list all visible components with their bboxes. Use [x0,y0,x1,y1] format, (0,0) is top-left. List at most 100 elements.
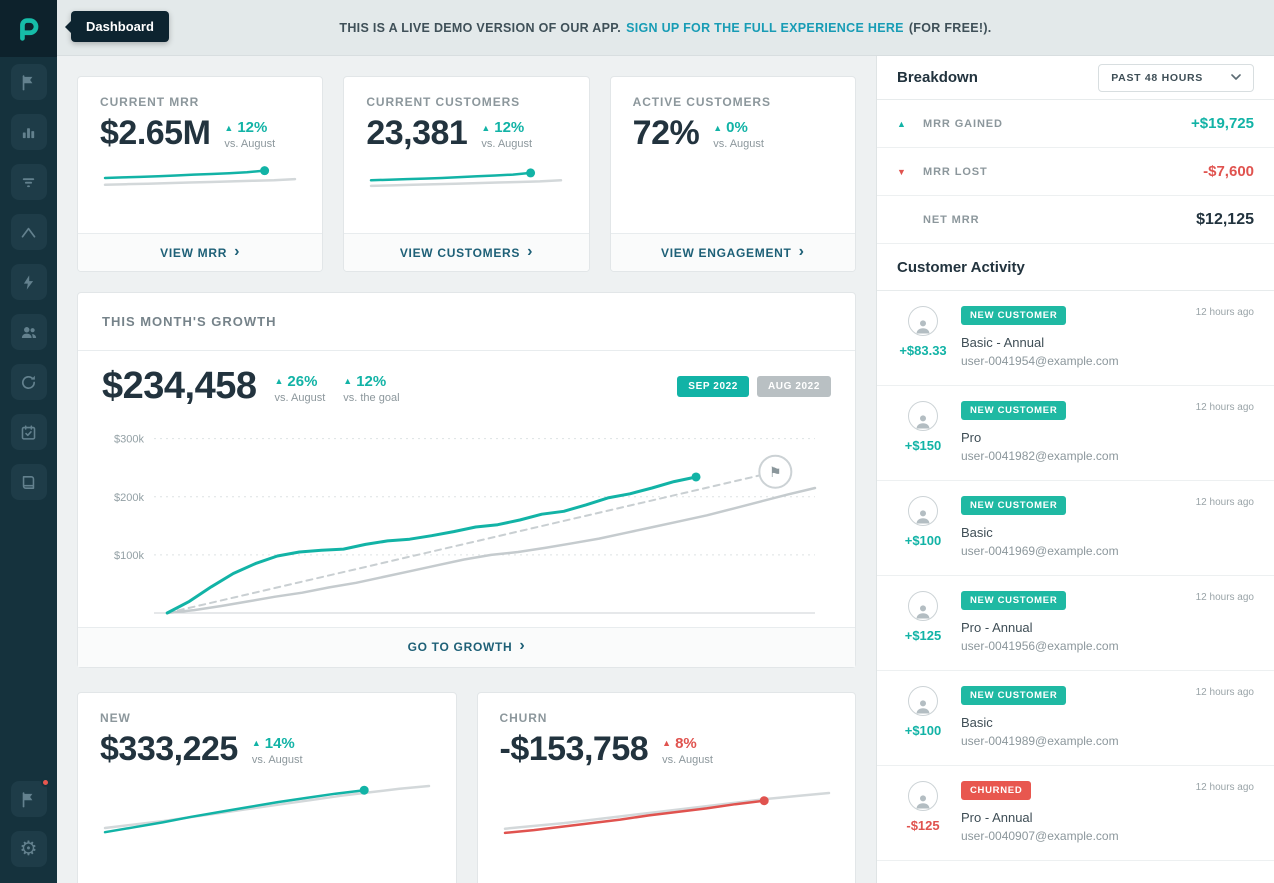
delta-up-icon: ▲ [713,122,723,133]
avatar [908,496,938,526]
legend-chip-aug[interactable]: AUG 2022 [756,376,831,398]
legend-chip-sep[interactable]: SEP 2022 [677,376,749,398]
sidebar-item-trials[interactable] [10,414,47,450]
value-row: 72% ▲ 0% vs. August [633,115,833,152]
sidebar-item-customers[interactable] [10,314,47,350]
breakdown-value: +$19,725 [1191,115,1254,132]
chevron-right-icon: › [519,637,526,655]
person-icon [916,415,930,429]
sidebar-item-segments[interactable] [10,164,47,200]
activity-item[interactable]: +$125 NEW CUSTOMER 12 hours ago Pro - An… [877,576,1274,671]
tooltip-label: Dashboard [86,19,154,34]
avatar [908,781,938,811]
svg-text:$300k: $300k [114,434,144,446]
avatar [908,686,938,716]
avatar [908,306,938,336]
churn-sparkline [500,774,834,840]
breakdown-value: -$7,600 [1203,163,1254,180]
card-title: CURRENT MRR [100,95,200,109]
new-sparkline [100,774,434,840]
delta-note: vs. August [274,391,326,404]
chevron-right-icon: › [798,242,805,260]
avatar [908,591,938,621]
breakdown-header: Breakdown PAST 48 HOURS [877,56,1274,100]
footer-label: GO TO GROWTH [407,640,513,655]
time-range-dropdown[interactable]: PAST 48 HOURS [1098,63,1254,92]
card-growth: THIS MONTH'S GROWTH $234,458 ▲ 26% vs. Au… [77,292,856,668]
metric-delta: ▲ 12% vs. August [224,119,275,150]
activity-badge: NEW CUSTOMER [961,401,1067,420]
person-icon [916,700,930,714]
content-wrap: THIS IS A LIVE DEMO VERSION OF OUR APP. … [57,0,1274,883]
view-mrr-button[interactable]: VIEW MRR › [78,233,323,271]
activity-right: NEW CUSTOMER 12 hours ago Pro user-00419… [953,401,1254,463]
svg-text:$200k: $200k [114,492,144,504]
activity-timestamp: 12 hours ago [1195,402,1254,413]
activity-item[interactable]: +$100 NEW CUSTOMER 12 hours ago Basic us… [877,671,1274,766]
activity-item[interactable]: +$83.33 NEW CUSTOMER 12 hours ago Basic … [877,291,1274,386]
sidebar-item-events[interactable] [10,264,47,300]
activity-item[interactable]: +$100 NEW CUSTOMER 12 hours ago Basic us… [877,481,1274,576]
card-title: CHURN [499,710,548,725]
activity-left: +$125 [893,591,953,653]
activity-item[interactable]: -$125 CHURNED 12 hours ago Pro - Annual … [877,766,1274,861]
activity-badge: NEW CUSTOMER [961,686,1067,705]
sidebar-item-recover[interactable] [10,364,47,400]
view-engagement-button[interactable]: VIEW ENGAGEMENT › [610,233,855,271]
activity-plan: Pro - Annual [961,620,1033,635]
go-to-growth-button[interactable]: GO TO GROWTH › [78,626,855,667]
svg-text:⚑: ⚑ [769,464,782,480]
activity-badge: NEW CUSTOMER [961,591,1067,610]
activity-right: NEW CUSTOMER 12 hours ago Basic user-004… [953,686,1254,748]
card-body: CHURN -$153,758 ▲ 8% vs. August [478,693,856,840]
activity-right: CHURNED 12 hours ago Pro - Annual user-0… [953,781,1254,843]
bottom-card-row: NEW $333,225 ▲ 14% vs. August [77,691,856,883]
activity-timestamp: 12 hours ago [1195,687,1254,698]
filter-icon [22,177,35,187]
delta-value: 14% [264,734,295,752]
sidebar-item-notifications[interactable] [10,778,50,817]
demo-banner: THIS IS A LIVE DEMO VERSION OF OUR APP. … [57,0,1274,56]
trend-icon [21,227,36,238]
dashboard-tooltip: Dashboard [65,11,169,42]
sidebar-item-recipes[interactable] [10,464,47,500]
sidebar-item-trends[interactable] [10,214,47,250]
sidebar-item-settings[interactable]: ⚙ [10,831,47,867]
chevron-right-icon: › [527,242,534,260]
activity-badge: NEW CUSTOMER [961,306,1067,325]
triangle-down-icon: ▼ [897,166,906,177]
metric-value: $333,225 [100,729,238,768]
activity-plan: Pro - Annual [961,810,1033,825]
activity-badge: CHURNED [961,781,1032,800]
activity-plan: Basic [961,525,993,540]
sidebar-item-dashboard[interactable] [10,64,47,100]
bar-chart-icon [22,127,35,138]
activity-left: +$100 [893,686,953,748]
activity-amount: +$83.33 [899,343,947,358]
growth-delta-goal: ▲ 12% vs. the goal [343,373,399,404]
breakdown-label: MRR GAINED [923,117,1003,130]
view-customers-button[interactable]: VIEW CUSTOMERS › [344,233,589,271]
metric-value: -$153,758 [499,729,649,768]
gear-icon: ⚙ [19,838,38,860]
card-current-mrr: CURRENT MRR $2.65M ▲ 12% vs. August [77,76,324,272]
activity-amount: +$100 [904,723,942,738]
metric-delta: ▲ 12% vs. August [481,119,532,150]
signup-link[interactable]: SIGN UP FOR THE FULL EXPERIENCE HERE [626,20,904,35]
mrr-sparkline [100,156,300,200]
activity-timestamp: 12 hours ago [1195,782,1254,793]
card-title: ACTIVE CUSTOMERS [632,95,771,109]
app-logo[interactable] [0,0,57,57]
card-title: NEW [100,710,131,725]
time-range-label: PAST 48 HOURS [1111,71,1203,84]
sidebar-item-metrics[interactable] [10,114,47,150]
value-row: $333,225 ▲ 14% vs. August [100,729,434,768]
activity-top-row: NEW CUSTOMER 12 hours ago [961,686,1254,705]
activity-email: user-0041954@example.com [961,354,1119,368]
card-churn: CHURN -$153,758 ▲ 8% vs. August [476,691,856,883]
metric-value: $2.65M [100,114,211,152]
delta-up-icon: ▲ [251,738,261,749]
activity-top-row: NEW CUSTOMER 12 hours ago [961,401,1254,420]
activity-item[interactable]: +$150 NEW CUSTOMER 12 hours ago Pro user… [877,386,1274,481]
growth-body: $234,458 ▲ 26% vs. August ▲ 12% vs. the go… [78,351,855,627]
